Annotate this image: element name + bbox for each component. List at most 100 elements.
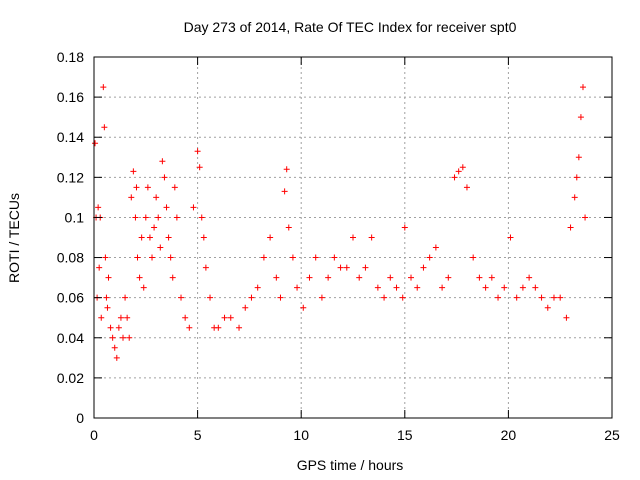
data-point xyxy=(236,324,243,331)
data-point xyxy=(198,214,205,221)
data-point xyxy=(190,204,197,211)
data-point xyxy=(165,234,172,241)
data-point xyxy=(149,254,156,261)
data-point xyxy=(281,188,288,195)
data-point xyxy=(356,274,363,281)
data-point xyxy=(100,84,107,91)
data-point xyxy=(501,284,508,291)
data-point xyxy=(289,254,296,261)
x-tick-label: 20 xyxy=(501,427,517,443)
data-point xyxy=(107,324,114,331)
data-point xyxy=(105,274,112,281)
data-point xyxy=(267,234,274,241)
data-point xyxy=(414,284,421,291)
data-point xyxy=(343,264,350,271)
data-point xyxy=(495,294,502,301)
data-point xyxy=(331,254,338,261)
data-point xyxy=(532,284,539,291)
data-point xyxy=(432,244,439,251)
data-point xyxy=(526,274,533,281)
y-tick-label: 0 xyxy=(76,410,84,426)
data-point xyxy=(215,324,222,331)
y-tick-label: 0.16 xyxy=(57,89,84,105)
axis-ticks xyxy=(93,56,613,419)
x-axis-label: GPS time / hours xyxy=(297,457,404,473)
data-point xyxy=(138,234,145,241)
data-point xyxy=(575,154,582,161)
y-tick-label: 0.14 xyxy=(57,129,84,145)
data-point xyxy=(173,214,180,221)
data-point xyxy=(294,284,301,291)
data-point xyxy=(439,284,446,291)
data-point xyxy=(122,294,129,301)
data-point xyxy=(95,204,102,211)
data-point xyxy=(133,184,140,191)
y-axis-label: ROTI / TECUs xyxy=(6,193,22,283)
data-point xyxy=(571,194,578,201)
data-point xyxy=(582,214,589,221)
y-tick-labels: 0 0.02 0.04 0.06 0.08 0.1 0.12 0.14 0.16 0.18 xyxy=(57,49,84,426)
x-tick-label: 15 xyxy=(397,427,413,443)
data-point xyxy=(103,294,110,301)
data-point xyxy=(557,294,564,301)
data-point xyxy=(544,304,551,311)
data-point xyxy=(393,284,400,291)
data-point xyxy=(459,164,466,171)
data-point xyxy=(167,254,174,261)
data-point xyxy=(109,334,116,341)
data-point xyxy=(196,164,203,171)
x-tick-label: 0 xyxy=(90,427,98,443)
data-point xyxy=(178,294,185,301)
data-point xyxy=(153,194,160,201)
data-point xyxy=(128,194,135,201)
data-point xyxy=(194,148,201,155)
data-point xyxy=(113,354,120,361)
data-point xyxy=(248,294,255,301)
data-point xyxy=(470,254,477,261)
y-tick-label: 0.06 xyxy=(57,290,84,306)
data-point xyxy=(312,254,319,261)
data-point xyxy=(507,234,514,241)
data-point xyxy=(350,234,356,241)
data-point xyxy=(300,304,307,311)
data-point xyxy=(488,274,495,281)
data-point xyxy=(221,314,228,321)
data-point xyxy=(362,264,369,271)
data-point xyxy=(130,168,137,175)
data-point xyxy=(102,254,109,261)
data-point xyxy=(132,214,139,221)
data-point xyxy=(117,314,124,321)
data-point xyxy=(92,140,99,147)
data-point xyxy=(476,274,483,281)
data-point xyxy=(579,84,586,91)
data-point xyxy=(455,168,462,175)
data-point xyxy=(285,224,292,231)
y-tick-label: 0.02 xyxy=(57,370,84,386)
data-point xyxy=(451,174,458,181)
data-point xyxy=(254,284,261,291)
data-point xyxy=(374,284,381,291)
data-point xyxy=(420,264,427,271)
data-point xyxy=(155,214,162,221)
x-tick-label: 25 xyxy=(604,427,620,443)
data-point xyxy=(519,284,526,291)
y-tick-label: 0.1 xyxy=(65,209,85,225)
data-point xyxy=(381,294,388,301)
data-point xyxy=(144,184,151,191)
data-point xyxy=(573,174,580,181)
y-tick-label: 0.12 xyxy=(57,169,84,185)
data-point xyxy=(157,244,164,251)
data-point xyxy=(140,284,147,291)
y-tick-label: 0.18 xyxy=(57,49,84,65)
data-point xyxy=(115,324,122,331)
data-point xyxy=(445,274,452,281)
data-point xyxy=(399,294,406,301)
data-point xyxy=(136,274,143,281)
data-point xyxy=(325,274,332,281)
data-point xyxy=(463,184,470,191)
data-point xyxy=(159,158,166,165)
data-point xyxy=(283,166,290,173)
data-point xyxy=(426,254,433,261)
data-point xyxy=(513,294,520,301)
data-point xyxy=(163,204,170,211)
